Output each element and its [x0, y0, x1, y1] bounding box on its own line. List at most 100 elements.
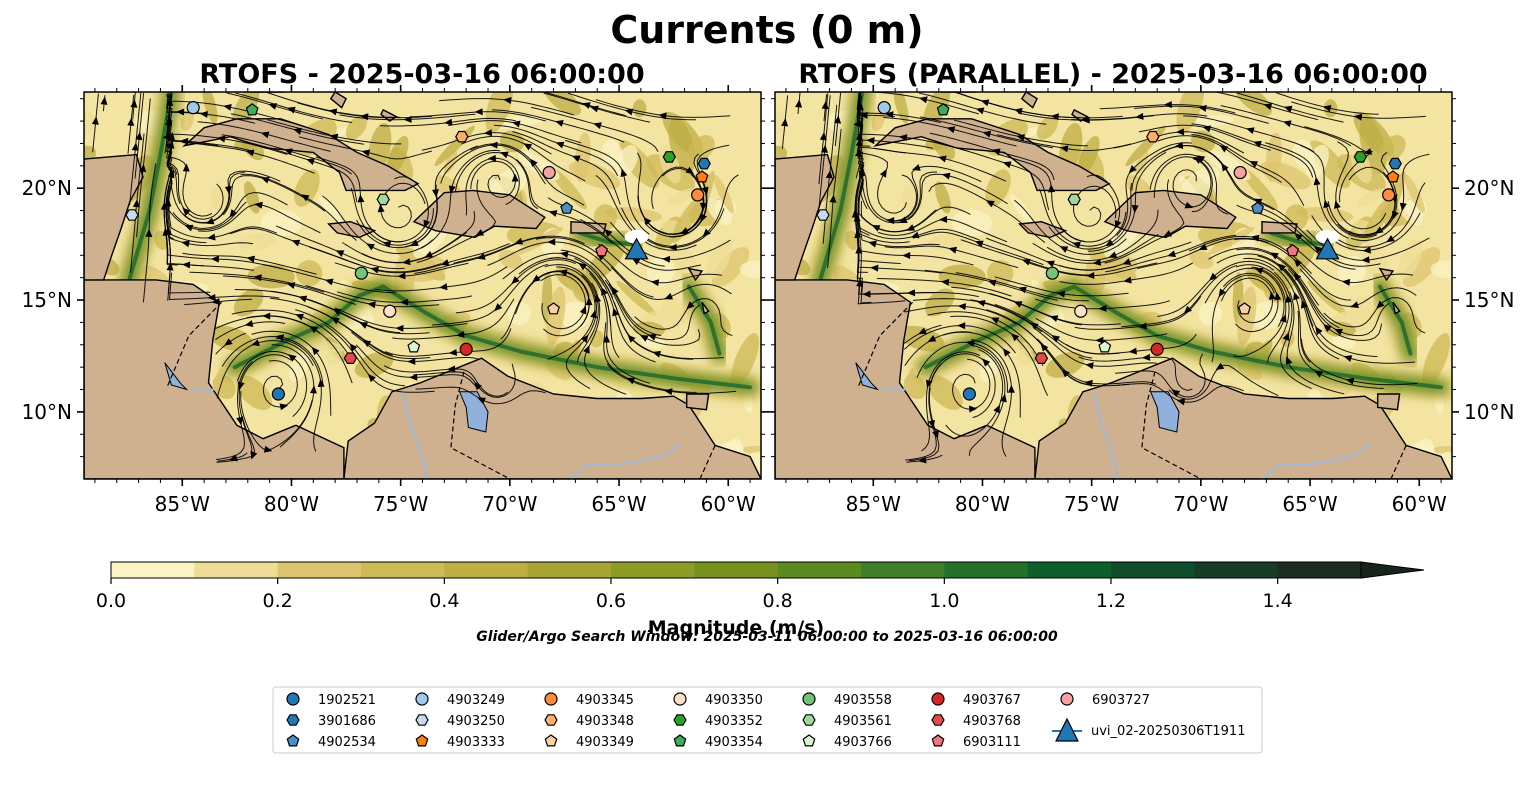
- streamline-arrow: [162, 227, 170, 236]
- streamline-arrow: [686, 301, 695, 310]
- streamline-arrow: [1072, 241, 1081, 249]
- legend: 1902521 3901686 4902534 4903249 4903250 49033…: [272, 686, 1263, 754]
- speed-patch: [296, 260, 323, 287]
- streamline-arrow: [244, 320, 254, 327]
- streamline-arrow: [377, 204, 385, 213]
- legend-label: 4903352: [705, 714, 763, 729]
- streamline-arrow: [1341, 278, 1351, 286]
- colorbar-outline: [110, 561, 1362, 579]
- legend-label: 4903348: [576, 714, 634, 729]
- streamline-arrow: [1209, 272, 1218, 281]
- streamline-arrow: [1293, 272, 1302, 281]
- streamline-arrow: [130, 99, 138, 108]
- streamline-arrow: [1128, 165, 1137, 174]
- speed-patch: [1251, 301, 1281, 330]
- streamline-arrow: [866, 137, 875, 145]
- speed-patch: [935, 181, 951, 214]
- streamline-arrow: [885, 111, 894, 119]
- speed-patch: [928, 233, 967, 251]
- streamline-arrow: [946, 126, 956, 134]
- y-tick-label: 20°N: [22, 176, 72, 200]
- streamline-arrow: [483, 129, 492, 137]
- streamline-arrow: [938, 155, 947, 163]
- streamline-arrow: [1313, 176, 1321, 186]
- streamline-arrow: [1249, 161, 1259, 168]
- streamline-arrow: [1095, 336, 1104, 344]
- country-border: [166, 301, 223, 388]
- streamline-arrow: [182, 207, 191, 216]
- legend-label: 1902521: [318, 693, 376, 708]
- streamline-arrow: [1282, 120, 1292, 128]
- legend-marker-4903766: [802, 734, 816, 747]
- streamline-arrow: [139, 163, 147, 173]
- glider-uvi-02: [1315, 237, 1340, 260]
- speed-patch: [1432, 445, 1452, 454]
- streamline-arrow: [571, 155, 581, 162]
- streamlines: [781, 92, 1430, 464]
- streamline-arrow: [1198, 104, 1207, 112]
- speed-patch: [1404, 174, 1426, 214]
- legend-marker-4903349: [544, 734, 558, 747]
- colorbar-bin: [527, 562, 612, 578]
- streamline-arrow: [825, 170, 833, 179]
- streamline-arrow: [580, 334, 589, 344]
- jet-axis: [686, 284, 722, 356]
- search-window-note: Glider/Argo Search Window: 2025-03-11 06…: [476, 629, 1058, 645]
- streamline-arrow: [251, 339, 260, 346]
- streamline-arrow: [1108, 251, 1118, 258]
- streamline-arrow: [939, 215, 948, 223]
- float-4903333: [1386, 170, 1400, 183]
- streamline-arrow: [902, 252, 911, 260]
- legend-label: 3901686: [318, 714, 376, 729]
- legend-marker-6903111: [931, 734, 945, 747]
- speed-patch: [661, 297, 686, 319]
- streamline-arrow: [362, 339, 372, 347]
- streamline-arrow: [604, 229, 613, 237]
- streamline-arrow: [511, 120, 521, 128]
- speed-patch: [1135, 150, 1149, 174]
- colorbar-tick-label: 1.4: [1263, 590, 1293, 612]
- panel-title-rtofs: RTOFS - 2025-03-16 06:00:00: [199, 59, 644, 90]
- landmass: [1392, 301, 1401, 315]
- river: [1092, 391, 1119, 479]
- colorbar-bins: [110, 561, 1425, 579]
- speed-patch: [516, 226, 564, 255]
- country-border: [857, 301, 914, 388]
- colorbar-ticks: 0.0 0.2 0.4 0.6 0.8 1.0 1.2 1.4: [96, 578, 1293, 612]
- speed-patch: [485, 92, 514, 134]
- landmass: [686, 393, 710, 411]
- legend-marker-4903767: [931, 692, 945, 706]
- streamline-arrow: [868, 240, 877, 248]
- streamline-arrow: [403, 115, 412, 123]
- streamline-arrow: [1196, 155, 1206, 163]
- streamline-arrow: [1059, 246, 1069, 253]
- river: [570, 442, 681, 479]
- streamline-arrow: [1323, 199, 1331, 209]
- streamline-arrow: [166, 262, 174, 271]
- speed-patch: [345, 115, 367, 140]
- streamline-arrow: [260, 176, 270, 184]
- colorbar-bin: [444, 562, 529, 578]
- streamline-arrow: [1085, 362, 1094, 370]
- legend-marker-4903561: [802, 714, 816, 726]
- streamline-arrow: [145, 228, 153, 237]
- speed-patch: [713, 174, 735, 214]
- streamline-arrow: [940, 278, 950, 286]
- colorbar-bin: [777, 562, 862, 578]
- legend-label: 4903768: [963, 714, 1021, 729]
- landmass: [570, 220, 607, 234]
- streamline-arrow: [991, 148, 1001, 156]
- streamline-arrow: [367, 301, 376, 309]
- float-4903345: [1382, 188, 1396, 202]
- speed-patch: [741, 445, 761, 454]
- speed-patch: [233, 288, 264, 317]
- float-4903345: [691, 188, 705, 202]
- legend-label: 4903766: [834, 735, 892, 750]
- legend-marker-4903249: [415, 692, 429, 706]
- streamline-arrow: [1323, 324, 1332, 332]
- landmass: [775, 153, 835, 281]
- streamline-arrow: [982, 130, 992, 138]
- legend-label: 6903111: [963, 735, 1021, 750]
- streamline-arrow: [993, 404, 1000, 414]
